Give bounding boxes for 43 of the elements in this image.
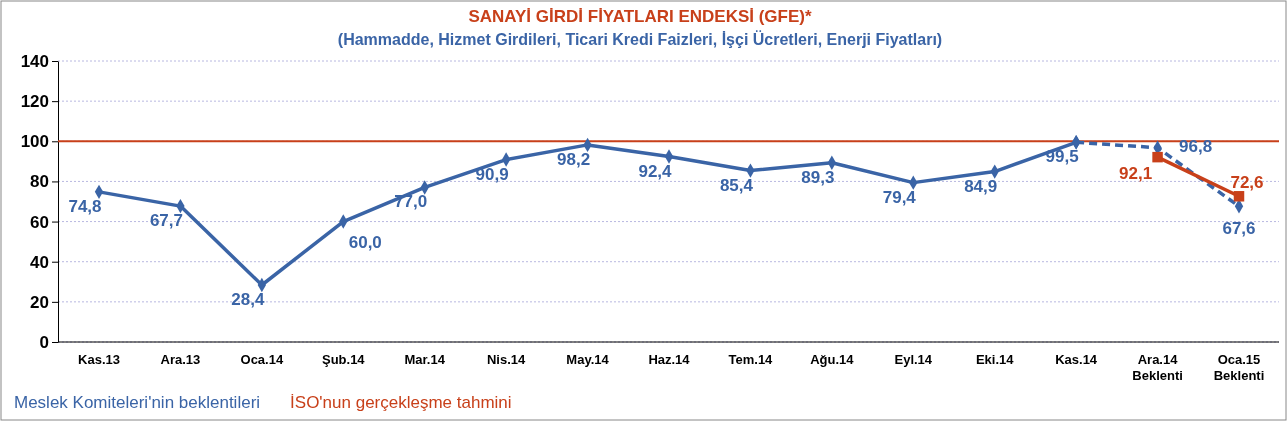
x-tick-label: Tem.14 [728,352,774,367]
data-label: 74,8 [68,196,102,216]
text: Meslek Komiteleri'nin beklentileri [14,393,261,412]
x-tick-label: May.14 [566,352,610,367]
chart-title: SANAYİ GİRDİ FİYATLARI ENDEKSİ (GFE)* [468,7,812,26]
text: İSO'nun gerçekleşme tahmini [290,393,512,412]
y-tick-label: 80 [30,172,49,192]
chart-subtitle: (Hammadde, Hizmet Girdileri, Ticari Kredi Faizleri, İşçi Ücretleri, Enerji Fiyatları) [337,30,943,48]
data-label: 92,4 [638,161,673,181]
data-label: 67,6 [1222,219,1256,239]
x-tick-label: Ara.13 [160,352,201,367]
x-tick-label: Mar.14 [404,352,446,367]
y-tick-label: 60 [30,212,49,232]
data-label: 60,0 [348,232,382,252]
point [1152,151,1163,163]
y-tick-label: 140 [20,51,49,71]
x-tick-label: Eki.14 [975,352,1015,367]
x-tick-label: Kas.14 [1055,352,1098,367]
y-tick-label: 100 [20,132,49,152]
data-label: 84,9 [964,176,998,196]
x-tick-label: Haz.14 [648,352,691,367]
data-label: 85,4 [719,175,754,195]
x-tick-label: Oca.15 Beklenti [1213,352,1265,383]
data-label: 96,8 [1179,136,1213,156]
data-label: 98,2 [557,149,591,169]
data-label: 92,1 [1119,164,1153,184]
point [1233,191,1245,202]
x-tick-label: Ara.14 Beklenti [1132,352,1183,383]
x-tick-label: Oca.14 [240,352,284,367]
x-tick-label: Kas.13 [78,352,120,367]
data-label: 28,4 [231,290,265,309]
y-tick-label: 120 [20,92,49,112]
y-tick-label: 40 [30,252,49,272]
y-tick-label: 20 [30,292,49,312]
data-label: 79,4 [882,187,917,207]
x-tick-label: Ağu.14 [810,352,855,367]
x-tick-label: Nis.14 [486,352,527,367]
x-tick-label: Eyl.14 [894,352,933,367]
y-tick-label: 0 [39,332,49,352]
data-label: 67,7 [149,211,183,231]
data-label: 89,3 [801,167,835,187]
x-tick-label: Şub.14 [321,352,366,367]
data-label: 72,6 [1230,173,1264,193]
